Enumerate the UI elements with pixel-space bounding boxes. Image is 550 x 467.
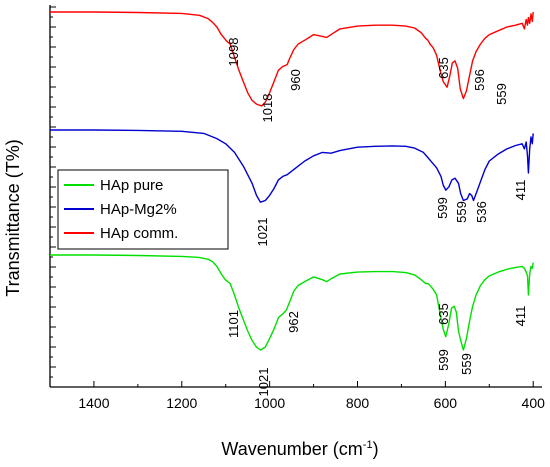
peak-label: 1101 bbox=[226, 310, 241, 338]
peak-label: 960 bbox=[288, 69, 303, 91]
axes: 1400 1200 1000 800 600 400 bbox=[49, 5, 546, 411]
x-tick-label: 800 bbox=[346, 395, 370, 411]
peak-labels: 1101 1021 962 635 599 559 411 1021 599 559 536 411 1… bbox=[226, 38, 528, 397]
peak-label: 559 bbox=[459, 353, 474, 375]
peak-label: 559 bbox=[494, 83, 509, 105]
peak-label: 559 bbox=[454, 201, 469, 223]
peak-label: 1018 bbox=[260, 94, 275, 123]
x-tick-label: 1400 bbox=[78, 395, 109, 411]
x-tick-label: 400 bbox=[522, 395, 546, 411]
curve-hap-pure bbox=[50, 254, 534, 351]
peak-label: 411 bbox=[513, 180, 528, 201]
peak-label: 1098 bbox=[226, 38, 241, 67]
peak-label: 635 bbox=[436, 57, 451, 79]
peak-label: 596 bbox=[472, 69, 487, 91]
peak-label: 1021 bbox=[256, 368, 271, 397]
y-axis-title: Transmittance (T%) bbox=[3, 139, 23, 296]
peak-label: 599 bbox=[436, 349, 451, 371]
x-tick-label: 1000 bbox=[254, 395, 285, 411]
curve-hap-comm- bbox=[50, 11, 534, 107]
legend: HAp pure HAp-Mg2% HAp comm. bbox=[57, 169, 229, 250]
legend-label: HAp pure bbox=[100, 177, 163, 194]
peak-label: 599 bbox=[435, 197, 450, 219]
legend-label: HAp-Mg2% bbox=[100, 201, 177, 218]
curve-hap-mg2- bbox=[50, 129, 534, 203]
peak-label: 635 bbox=[436, 303, 451, 325]
spectra-curves bbox=[50, 11, 534, 351]
peak-label: 536 bbox=[474, 201, 489, 223]
peak-label: 411 bbox=[513, 306, 528, 327]
peak-label: 1021 bbox=[255, 218, 270, 247]
x-axis-title: Wavenumber (cm-1) bbox=[221, 439, 378, 459]
peak-label: 962 bbox=[286, 311, 301, 333]
x-tick-label: 1200 bbox=[166, 395, 197, 411]
legend-label: HAp comm. bbox=[100, 225, 178, 242]
x-tick-label: 600 bbox=[434, 395, 458, 411]
